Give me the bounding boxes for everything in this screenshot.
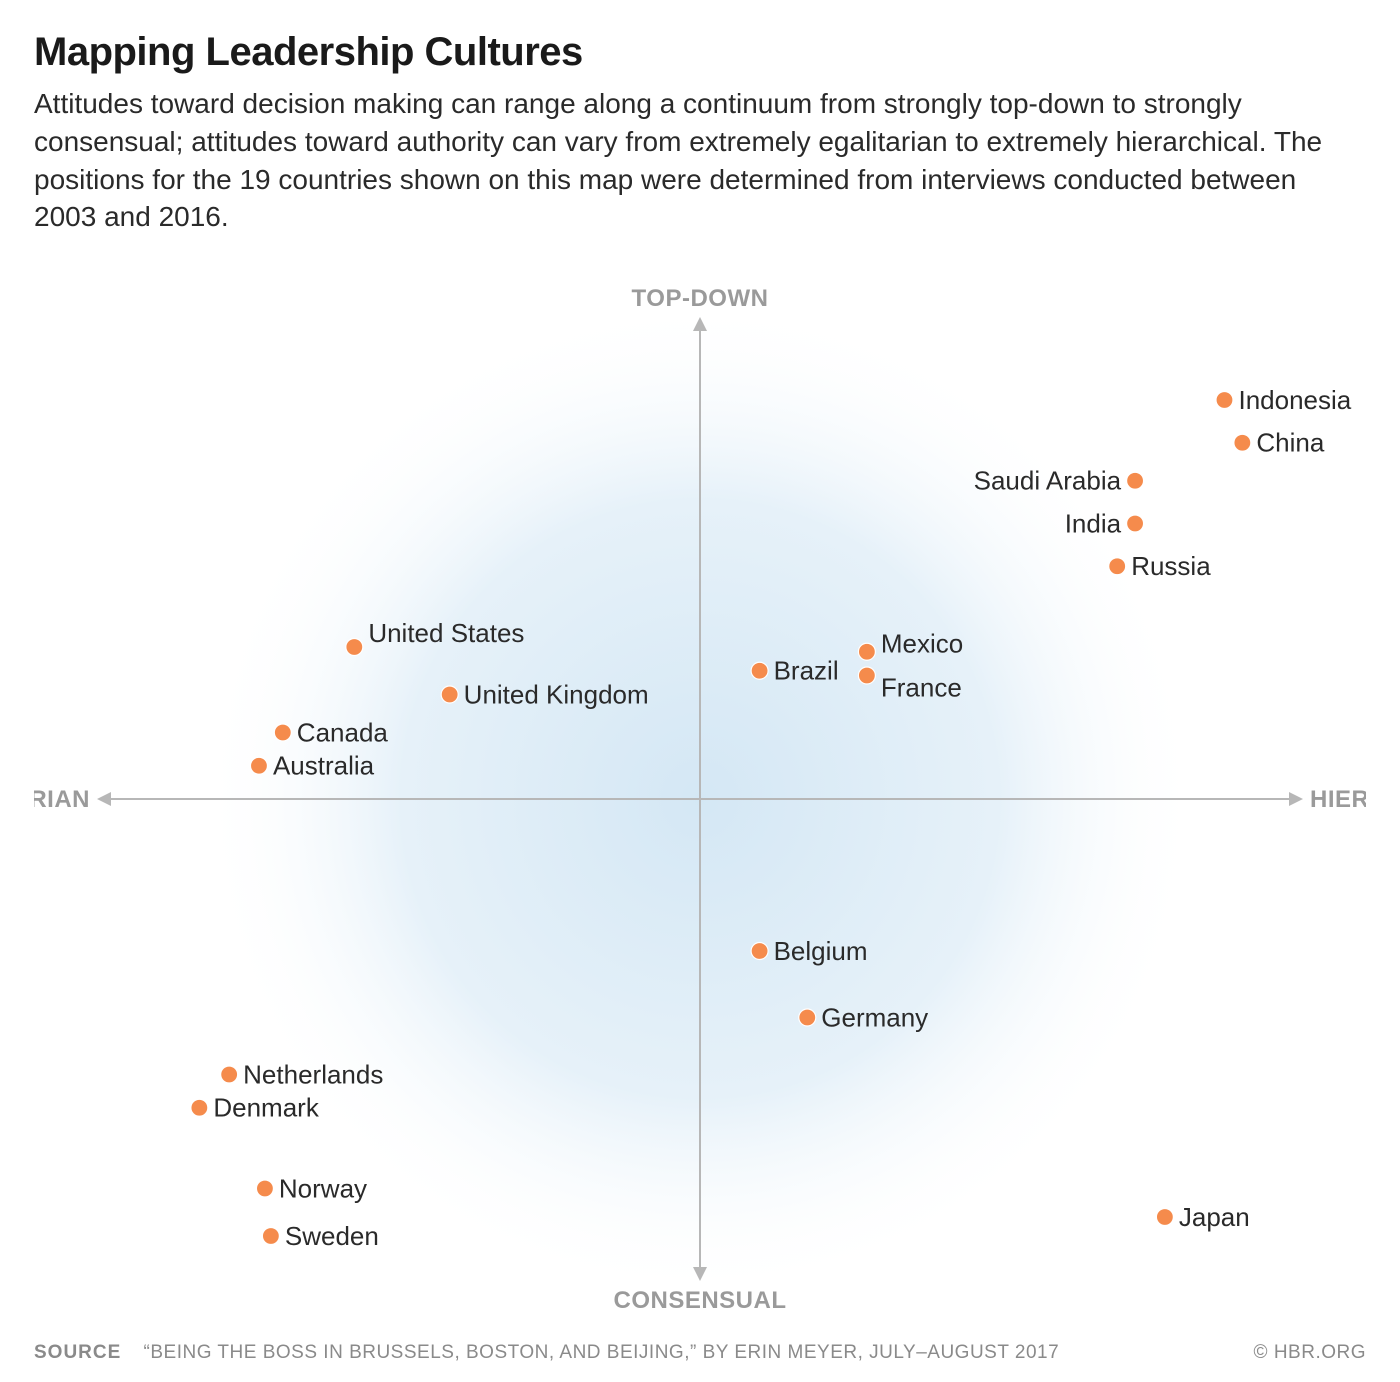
copyright: © HBR.ORG — [1254, 1342, 1366, 1364]
data-point — [1234, 434, 1251, 451]
data-point — [1109, 558, 1126, 575]
axis-label-right: HIERARCHICAL — [1310, 786, 1366, 813]
axis-label-top: TOP-DOWN — [632, 285, 769, 312]
data-point — [262, 1228, 279, 1245]
source-line: SOURCE “BEING THE BOSS IN BRUSSELS, BOST… — [34, 1341, 1059, 1364]
data-point-label: United Kingdom — [464, 680, 649, 710]
data-point-label: China — [1256, 428, 1324, 458]
data-point-label: Australia — [273, 751, 375, 781]
data-point — [274, 724, 291, 741]
data-point-label: Brazil — [774, 656, 839, 686]
data-point-label: Denmark — [213, 1093, 319, 1123]
data-point-label: Russia — [1131, 551, 1211, 581]
data-point — [221, 1066, 238, 1083]
data-point — [191, 1099, 208, 1116]
data-point-label: Netherlands — [243, 1060, 383, 1090]
data-point — [858, 667, 875, 684]
data-point-label: France — [881, 673, 962, 703]
data-point — [751, 943, 768, 960]
data-point — [250, 757, 267, 774]
data-point-label: Japan — [1179, 1202, 1250, 1232]
axis-label-left: EGALITARIAN — [34, 786, 90, 813]
data-point — [1127, 515, 1144, 532]
data-point-label: United States — [368, 618, 524, 648]
data-point-label: Germany — [821, 1003, 928, 1033]
data-point-label: Norway — [279, 1174, 367, 1204]
data-point — [1156, 1209, 1173, 1226]
chart-svg: TOP-DOWN CONSENSUAL EGALITARIAN HIERARCHICA… — [34, 254, 1366, 1344]
chart-title: Mapping Leadership Cultures — [34, 30, 1366, 75]
data-point — [1127, 472, 1144, 489]
data-point — [1216, 392, 1233, 409]
page: Mapping Leadership Cultures Attitudes to… — [0, 0, 1400, 1382]
data-point — [346, 639, 363, 656]
data-point — [256, 1180, 273, 1197]
source-text: “BEING THE BOSS IN BRUSSELS, BOSTON, AND… — [144, 1342, 1060, 1363]
footer: SOURCE “BEING THE BOSS IN BRUSSELS, BOST… — [34, 1341, 1366, 1364]
data-point-label: Sweden — [285, 1221, 379, 1251]
quadrant-chart: TOP-DOWN CONSENSUAL EGALITARIAN HIERARCHICA… — [34, 254, 1366, 1344]
data-point — [799, 1009, 816, 1026]
chart-subtitle: Attitudes toward decision making can ran… — [34, 85, 1366, 236]
data-point-label: Indonesia — [1238, 385, 1351, 415]
data-point-label: India — [1065, 509, 1122, 539]
data-point-label: Canada — [297, 718, 389, 748]
data-point — [751, 662, 768, 679]
data-point-label: Mexico — [881, 629, 963, 659]
axis-label-bottom: CONSENSUAL — [613, 1287, 786, 1314]
data-point — [441, 686, 458, 703]
data-point-label: Saudi Arabia — [974, 466, 1122, 496]
data-point — [858, 643, 875, 660]
data-point-label: Belgium — [774, 936, 868, 966]
source-label: SOURCE — [34, 1342, 121, 1363]
